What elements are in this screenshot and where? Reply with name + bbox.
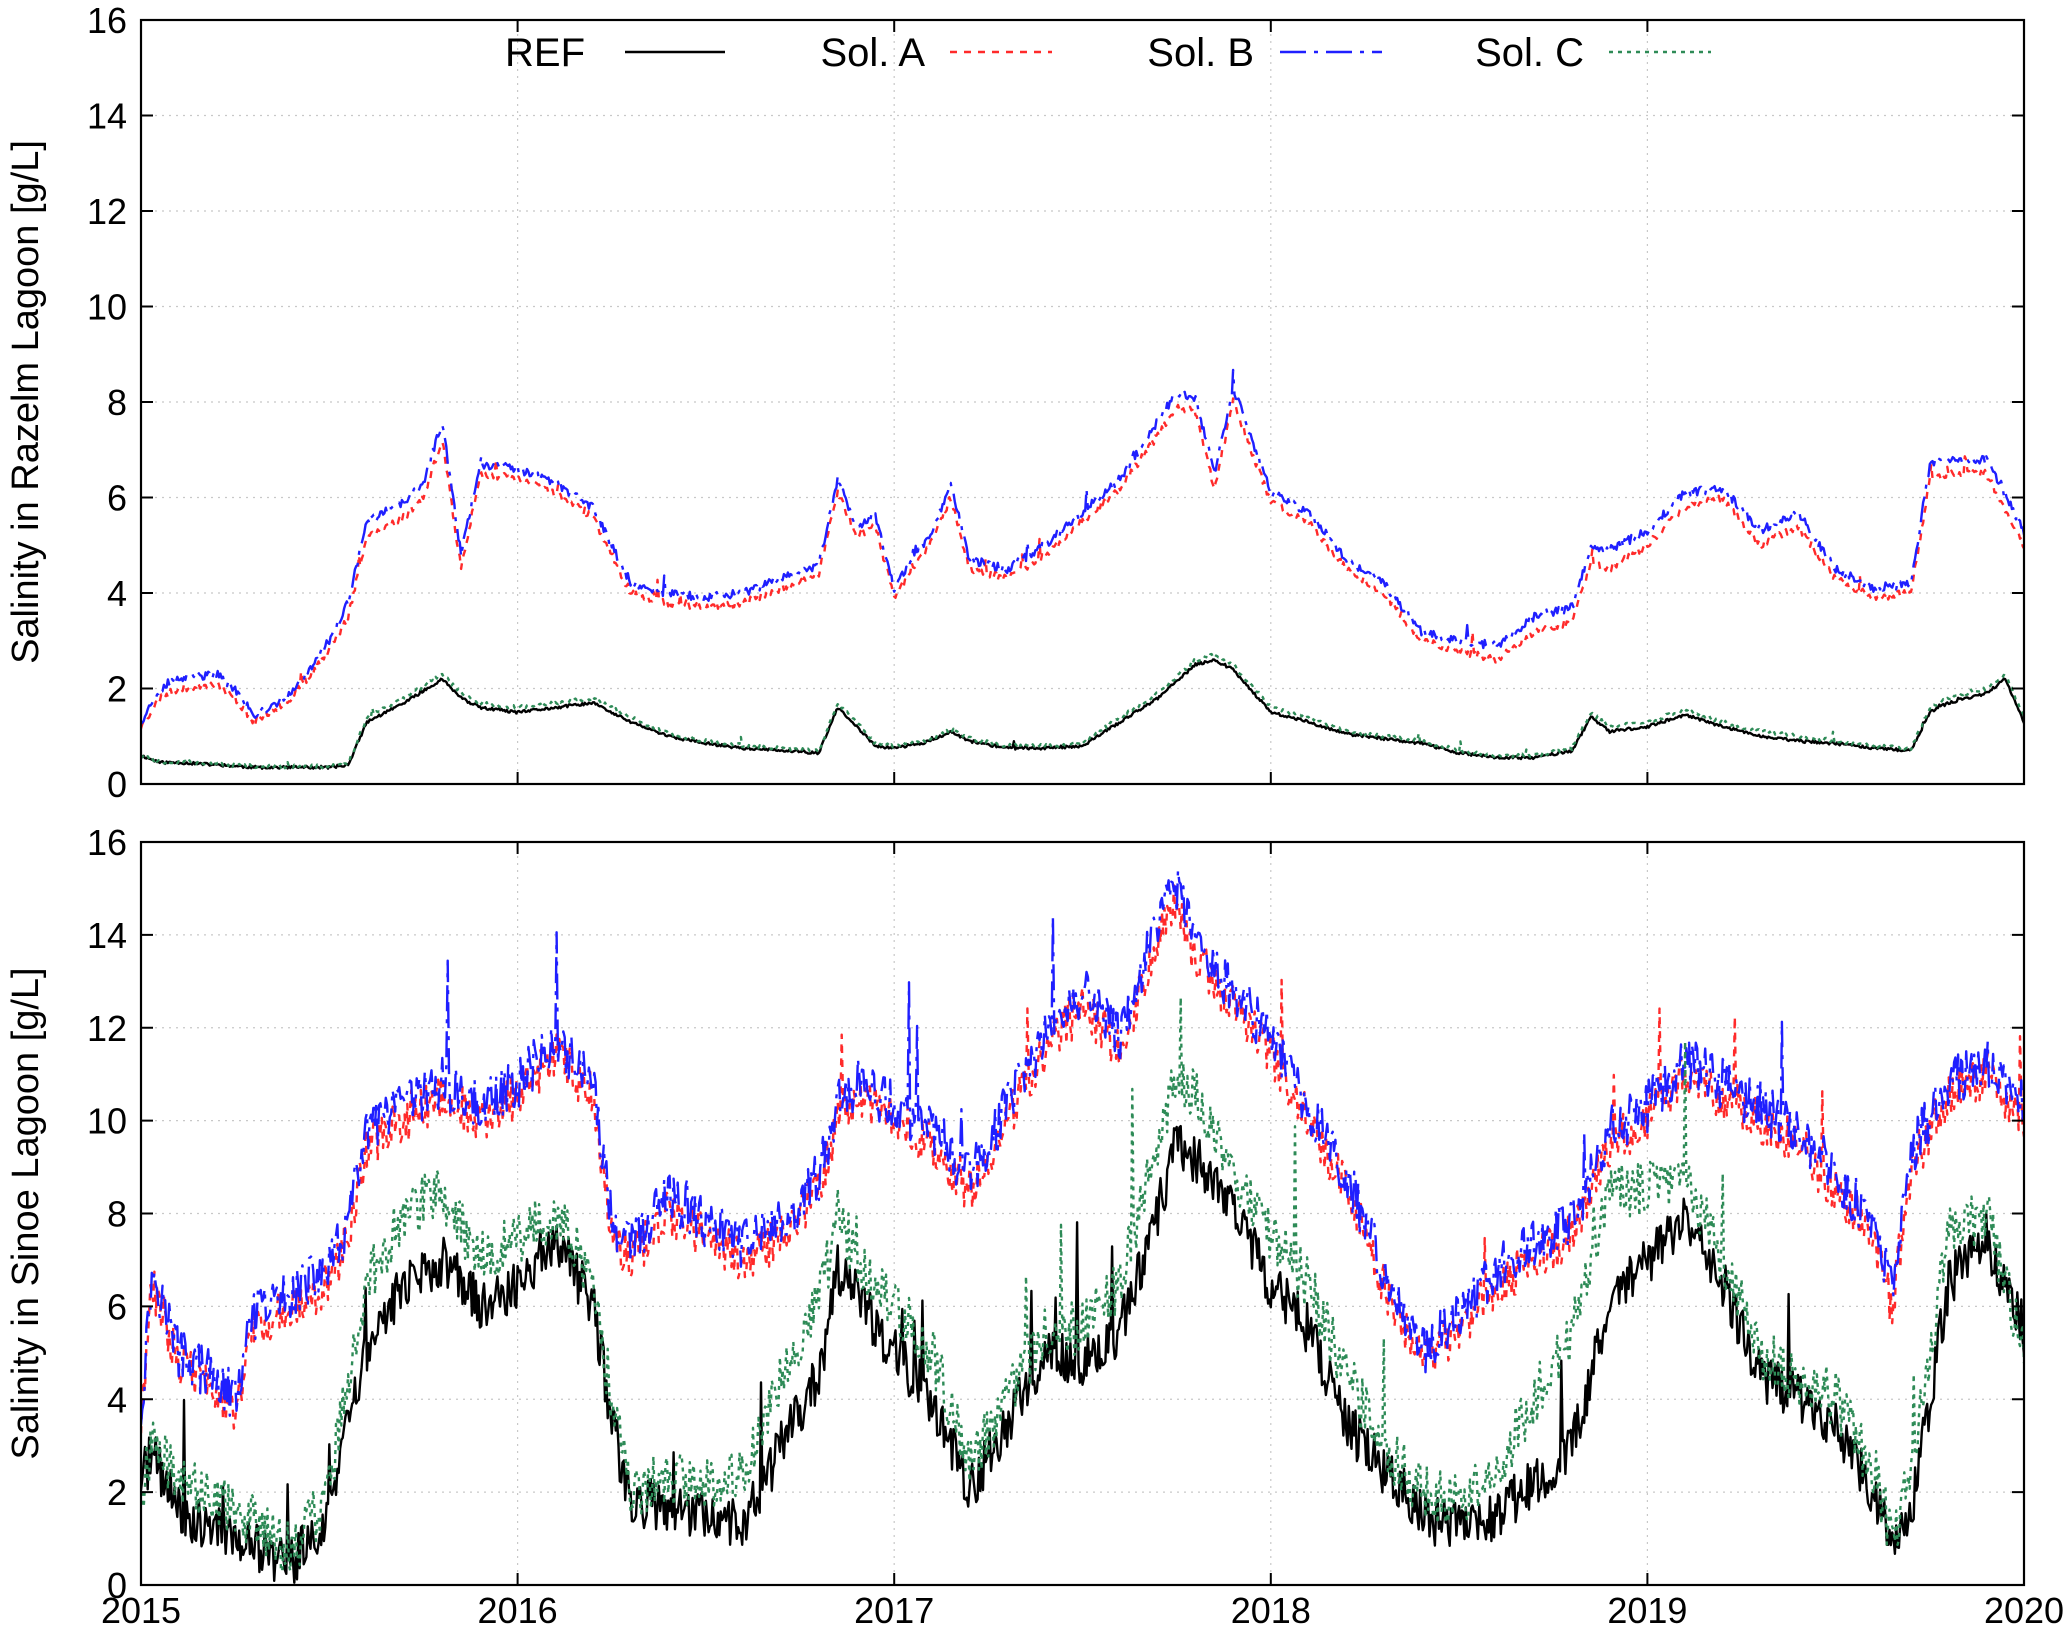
legend-label-sol-b: Sol. B [1147,31,1254,75]
razelm-y-tick-label: 6 [107,478,127,519]
razelm-y-tick-label: 8 [107,382,127,423]
sinoe-y-tick-label: 6 [107,1286,127,1327]
razelm-y-tick-label: 2 [107,669,127,710]
sinoe-series [141,869,2024,1584]
legend-label-sol-c: Sol. C [1475,31,1584,75]
sinoe-y-tick-label: 8 [107,1194,127,1235]
sinoe-y-axis-title: Salinity in Sinoe Lagoon [g/L] [5,967,47,1459]
sinoe-x-tick-label: 2018 [1231,1590,1311,1625]
sinoe-y-tick-label: 14 [87,915,127,956]
sinoe-y-tick-label: 0 [107,1565,127,1606]
sinoe-x-tick-label: 2017 [854,1590,934,1625]
razelm-y-tick-label: 14 [87,96,127,137]
razelm-panel: 0 2 4 6 8 10 12 14 16 Salinity in Razelm Lagoon … [5,0,2026,805]
razelm-series-sol-b [141,368,2024,725]
legend: REF Sol. A Sol. B Sol. C [505,31,1711,75]
sinoe-x-tick-labels: 2015 2016 2017 2018 2019 2020 [101,1590,2064,1625]
razelm-y-tick-label: 12 [87,191,127,232]
legend-label-sol-a: Sol. A [820,31,925,75]
sinoe-y-tick-labels: 0 2 4 6 8 10 12 14 16 [87,822,127,1606]
razelm-y-tick-label: 0 [107,764,127,805]
sinoe-series-sol-b [141,869,2024,1425]
sinoe-x-tick-label: 2019 [1607,1590,1687,1625]
sinoe-y-tick-label: 12 [87,1008,127,1049]
sinoe-panel: 0 2 4 6 8 10 12 14 16 2015 2016 2017 2018 2019 2020 S… [5,822,2064,1625]
razelm-y-axis-title: Salinity in Razelm Lagoon [g/L] [5,140,47,664]
sinoe-y-tick-label: 4 [107,1379,127,1420]
sinoe-x-tick-label: 2015 [101,1590,181,1625]
razelm-series-sol-c [141,652,2024,770]
sinoe-y-tick-label: 10 [87,1101,127,1142]
sinoe-x-tick-label: 2016 [478,1590,558,1625]
legend-label-ref: REF [505,31,585,75]
razelm-y-tick-labels: 0 2 4 6 8 10 12 14 16 [87,0,127,805]
razelm-y-tick-label: 10 [87,287,127,328]
razelm-y-tick-label: 16 [87,0,127,41]
sinoe-series-sol-a [141,884,2024,1434]
sinoe-x-tick-label: 2020 [1984,1590,2064,1625]
sinoe-series-ref [141,1124,2024,1584]
razelm-series-ref [141,658,2024,770]
razelm-series [141,368,2024,770]
sinoe-y-tick-label: 2 [107,1472,127,1513]
razelm-grid [141,20,2024,784]
razelm-series-sol-a [141,397,2024,729]
razelm-y-tick-label: 4 [107,573,127,614]
sinoe-y-tick-label: 16 [87,822,127,863]
sinoe-ticks [140,841,2025,1586]
sinoe-series-sol-c [141,996,2024,1573]
razelm-ticks [140,19,2025,785]
